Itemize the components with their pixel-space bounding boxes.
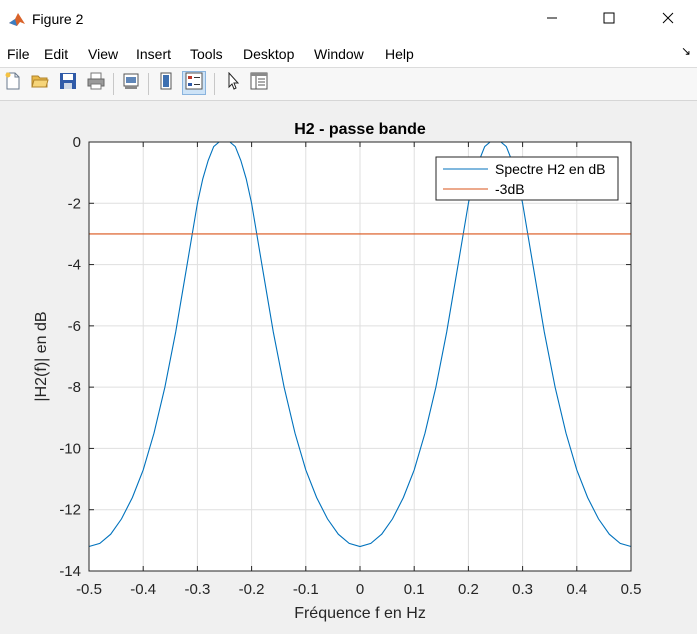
menu-insert[interactable]: Insert	[136, 46, 172, 62]
print-icon	[87, 72, 105, 95]
dock-figure-icon[interactable]: ↘	[680, 44, 691, 58]
series-line-spectre[interactable]	[88, 141, 632, 548]
x-tick-label: 0	[356, 581, 364, 598]
y-tick-label: -6	[68, 318, 81, 335]
close-icon	[662, 11, 674, 29]
series-group	[88, 141, 632, 548]
chart-title: H2 - passe bande	[294, 121, 426, 138]
y-tick-label: -10	[59, 440, 81, 457]
menu-bar: File Edit View Insert Tools Desktop Wind…	[0, 40, 697, 68]
legend-box	[435, 156, 619, 201]
x-tick-label: 0.4	[566, 581, 587, 598]
menu-help[interactable]: Help	[385, 46, 414, 62]
figure-toolbar	[0, 68, 697, 101]
y-tick-label: -14	[59, 563, 81, 580]
insert-colorbar-button[interactable]	[156, 72, 178, 94]
colorbar-icon	[158, 72, 176, 95]
link-plot-icon	[122, 72, 140, 95]
plot-svg: -0.5 -0.4 -0.3 -0.2 -0.1 0 0.1 0.2 0.3 0.4 0.5 0 -2 -…	[33, 121, 641, 622]
save-button[interactable]	[57, 72, 79, 94]
new-figure-button[interactable]	[2, 72, 24, 94]
x-tick-label: -0.2	[239, 581, 265, 598]
x-tick-label: -0.1	[293, 581, 319, 598]
open-file-button[interactable]	[29, 72, 51, 94]
x-tick-label: -0.3	[184, 581, 210, 598]
y-tick-label: -4	[68, 257, 81, 274]
toolbar-separator	[148, 73, 149, 95]
edit-plot-button[interactable]	[222, 71, 244, 95]
legend-entry-label: Spectre H2 en dB	[495, 161, 606, 177]
new-figure-icon	[4, 72, 22, 95]
property-editor-icon	[250, 72, 268, 95]
save-icon	[59, 72, 77, 95]
pointer-icon	[224, 71, 242, 95]
y-tick-label: -8	[68, 379, 81, 396]
maximize-button[interactable]	[586, 0, 632, 40]
maximize-icon	[603, 11, 615, 29]
insert-legend-button[interactable]	[182, 71, 206, 95]
link-plot-button[interactable]	[120, 72, 142, 94]
minimize-button[interactable]	[529, 0, 575, 40]
x-tick-label: 0.1	[404, 581, 425, 598]
x-axis-label: Fréquence f en Hz	[294, 605, 426, 622]
menu-file[interactable]: File	[7, 46, 30, 62]
window-title: Figure 2	[32, 11, 84, 27]
window-titlebar: Figure 2	[0, 0, 697, 40]
menu-tools[interactable]: Tools	[190, 46, 223, 62]
x-tick-label: -0.4	[130, 581, 156, 598]
figure-canvas: -0.5 -0.4 -0.3 -0.2 -0.1 0 0.1 0.2 0.3 0.4 0.5 0 -2 -…	[0, 101, 697, 631]
print-button[interactable]	[85, 72, 107, 94]
legend-icon	[185, 72, 203, 95]
property-editor-button[interactable]	[248, 72, 270, 94]
ticks: -0.5 -0.4 -0.3 -0.2 -0.1 0 0.1 0.2 0.3 0.4 0.5 0 -2 -…	[59, 134, 641, 598]
toolbar-separator	[214, 73, 215, 95]
x-tick-label: 0.3	[512, 581, 533, 598]
toolbar-separator	[113, 73, 114, 95]
minimize-icon	[546, 11, 558, 29]
close-button[interactable]	[645, 0, 691, 40]
x-tick-label: 0.5	[621, 581, 642, 598]
matlab-icon	[8, 10, 26, 28]
legend[interactable]: Spectre H2 en dB -3dB	[435, 156, 619, 201]
menu-desktop[interactable]: Desktop	[243, 46, 295, 62]
y-axis-label: |H2(f)| en dB	[33, 311, 50, 401]
x-tick-label: -0.5	[76, 581, 102, 598]
y-tick-label: -12	[59, 502, 81, 519]
menu-view[interactable]: View	[88, 46, 119, 62]
legend-entry-label: -3dB	[495, 181, 525, 197]
menu-window[interactable]: Window	[314, 46, 364, 62]
x-tick-label: 0.2	[458, 581, 479, 598]
y-tick-label: -2	[68, 195, 81, 212]
menu-edit[interactable]: Edit	[44, 46, 69, 62]
open-file-icon	[31, 72, 49, 95]
y-tick-label: 0	[73, 134, 81, 151]
